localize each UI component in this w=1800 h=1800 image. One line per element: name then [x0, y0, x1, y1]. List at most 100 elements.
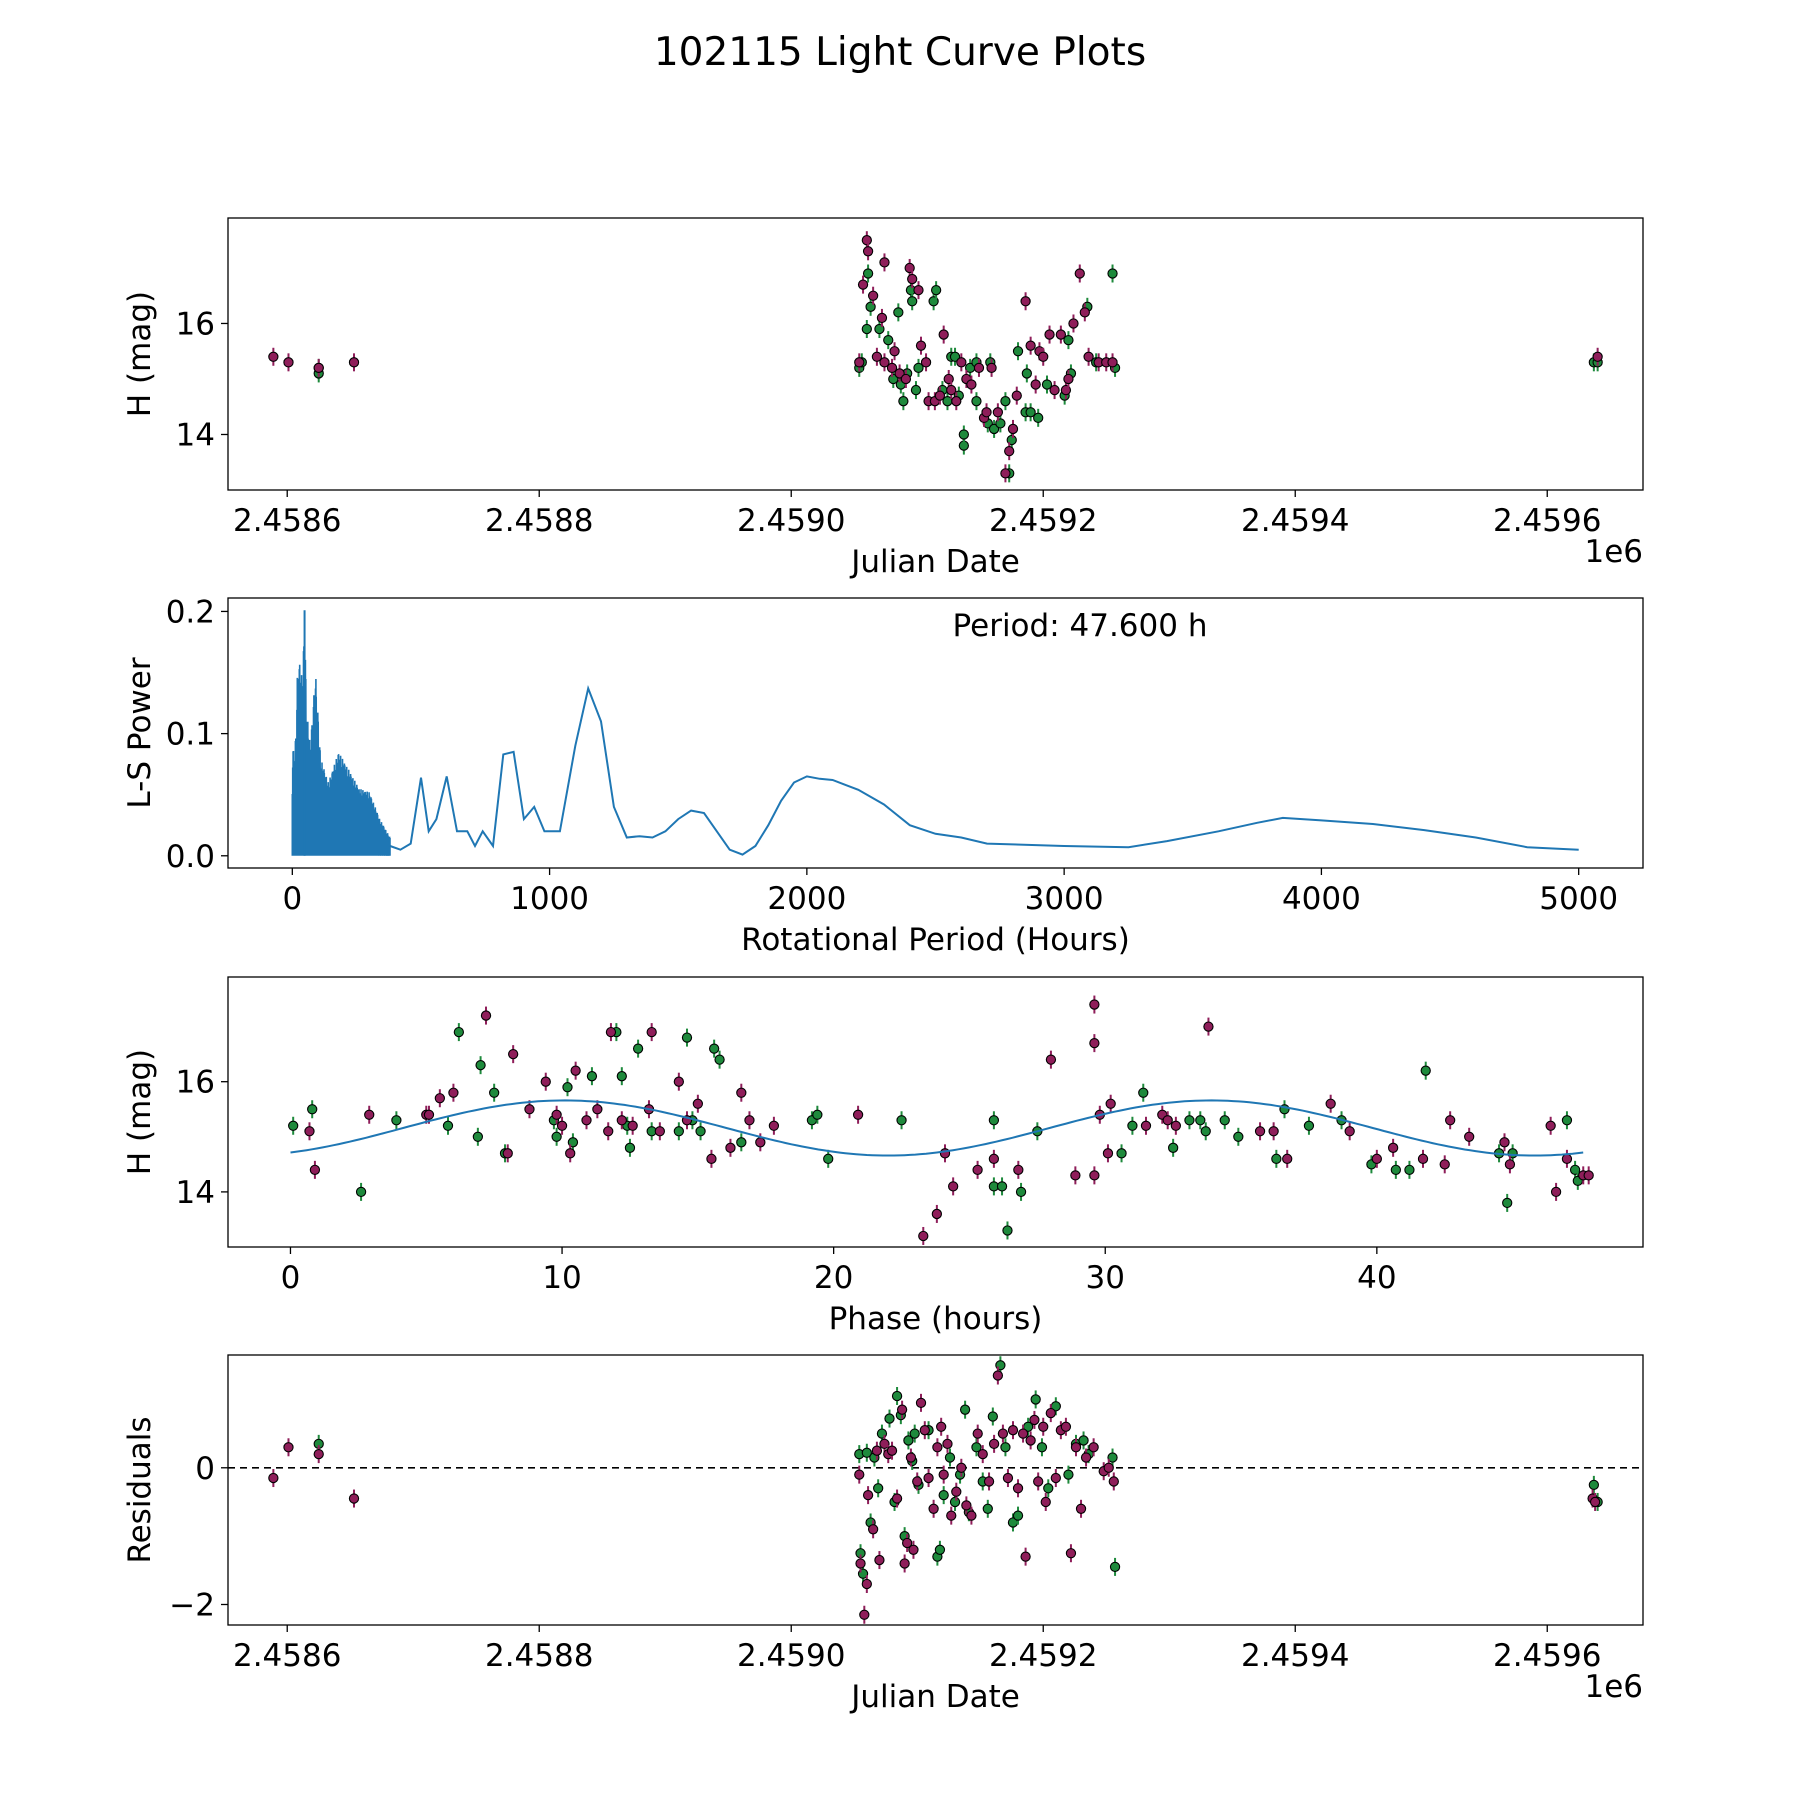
data-point: [1589, 1496, 1601, 1508]
y-tick-label: 0.0: [166, 839, 215, 875]
data-point: [861, 323, 872, 335]
data-point: [355, 1186, 367, 1198]
data-point: [489, 1087, 500, 1098]
x-axis-label: Phase (hours): [829, 1301, 1043, 1337]
data-point: [971, 396, 982, 407]
data-point: [956, 357, 967, 368]
model-curve: [290, 1099, 1584, 1157]
data-point: [936, 1421, 947, 1432]
x-tick-label: 5000: [1539, 881, 1618, 917]
data-point: [913, 285, 924, 296]
data-point: [1063, 1469, 1074, 1480]
data-point: [1038, 1421, 1049, 1432]
data-point: [1102, 1148, 1114, 1159]
data-point: [1109, 1561, 1121, 1573]
data-point: [309, 1164, 321, 1176]
data-point: [1075, 1503, 1087, 1514]
data-point: [946, 384, 957, 396]
data-point: [348, 1493, 360, 1504]
data-point: [942, 1438, 953, 1450]
y-tick-label: 14: [176, 1175, 215, 1211]
data-point: [958, 429, 970, 440]
data-point: [1417, 1153, 1429, 1164]
x-tick-label: 2.4594: [1241, 503, 1349, 539]
data-point: [1107, 1452, 1118, 1463]
axes-frame: [227, 597, 1644, 869]
data-point: [1502, 1197, 1513, 1209]
data-point: [616, 1071, 627, 1082]
data-point: [1078, 1435, 1089, 1446]
data-point: [812, 1109, 823, 1120]
y-axis-label: H (mag): [122, 1049, 158, 1175]
data-point: [949, 351, 961, 362]
data-point: [1561, 1115, 1573, 1126]
y-tick-label: 16: [176, 1065, 215, 1101]
data-point: [1089, 1037, 1100, 1049]
data-point: [915, 340, 927, 351]
data-point: [1060, 1421, 1072, 1432]
data-point: [1303, 1120, 1315, 1131]
data-point: [1445, 1115, 1456, 1126]
data-point: [364, 1109, 375, 1120]
x-tick-label: 2.4586: [233, 503, 341, 539]
data-point: [1020, 296, 1031, 307]
data-point: [616, 1115, 627, 1126]
x-tick-label: 2.4594: [1241, 1638, 1349, 1674]
data-point: [948, 1181, 959, 1192]
data-point: [972, 1428, 983, 1439]
data-point: [823, 1153, 834, 1164]
data-point: [1390, 1164, 1402, 1176]
data-point: [1271, 1153, 1282, 1164]
data-point: [592, 1104, 603, 1115]
data-point: [1004, 445, 1015, 457]
data-point: [932, 1442, 943, 1453]
data-point: [1344, 1126, 1355, 1137]
data-point: [1030, 1394, 1041, 1405]
figure-title: 102115 Light Curve Plots: [653, 30, 1147, 75]
data-point: [899, 1558, 910, 1569]
data-point: [1282, 1153, 1293, 1164]
data-point: [934, 390, 946, 401]
data-point: [1079, 307, 1090, 318]
data-point: [879, 1438, 890, 1450]
data-point: [268, 351, 279, 362]
purple-points: [268, 1366, 1601, 1624]
data-point: [681, 1032, 693, 1043]
data-point: [934, 1544, 946, 1555]
data-point: [442, 1120, 454, 1131]
y-tick-label: 0.2: [166, 594, 215, 630]
data-point: [1012, 1483, 1024, 1494]
data-point: [714, 1054, 725, 1065]
data-point: [1184, 1115, 1195, 1126]
x-axis-label: Julian Date: [849, 544, 1020, 580]
x-tick-label: 2.4590: [737, 1638, 845, 1674]
data-point: [472, 1131, 484, 1142]
data-point: [1089, 1170, 1100, 1181]
purple-points: [304, 995, 1594, 1245]
data-point: [992, 407, 1004, 418]
data-point: [391, 1115, 402, 1126]
periodogram-line: [389, 684, 1579, 856]
x-tick-label: 2.4590: [737, 503, 845, 539]
x-tick-label: 2.4596: [1493, 1638, 1601, 1674]
x-tick-label: 3000: [1025, 881, 1104, 917]
data-point: [896, 1115, 907, 1126]
data-point: [946, 1510, 957, 1521]
y-axis-label: L-S Power: [122, 657, 158, 808]
data-point: [1195, 1115, 1206, 1126]
data-point: [938, 1489, 949, 1501]
data-point: [1499, 1137, 1510, 1148]
data-point: [673, 1076, 684, 1087]
data-point: [695, 1126, 706, 1137]
data-point: [907, 296, 918, 307]
data-point: [983, 1476, 995, 1487]
data-point: [1029, 1414, 1040, 1426]
data-point: [871, 1445, 883, 1456]
y-tick-label: 16: [176, 306, 215, 342]
data-point: [1044, 329, 1055, 340]
data-point: [706, 1153, 717, 1164]
data-point: [1083, 351, 1094, 362]
x-tick-label: 2.4592: [989, 503, 1097, 539]
data-point: [903, 1435, 914, 1446]
data-point: [627, 1120, 638, 1131]
